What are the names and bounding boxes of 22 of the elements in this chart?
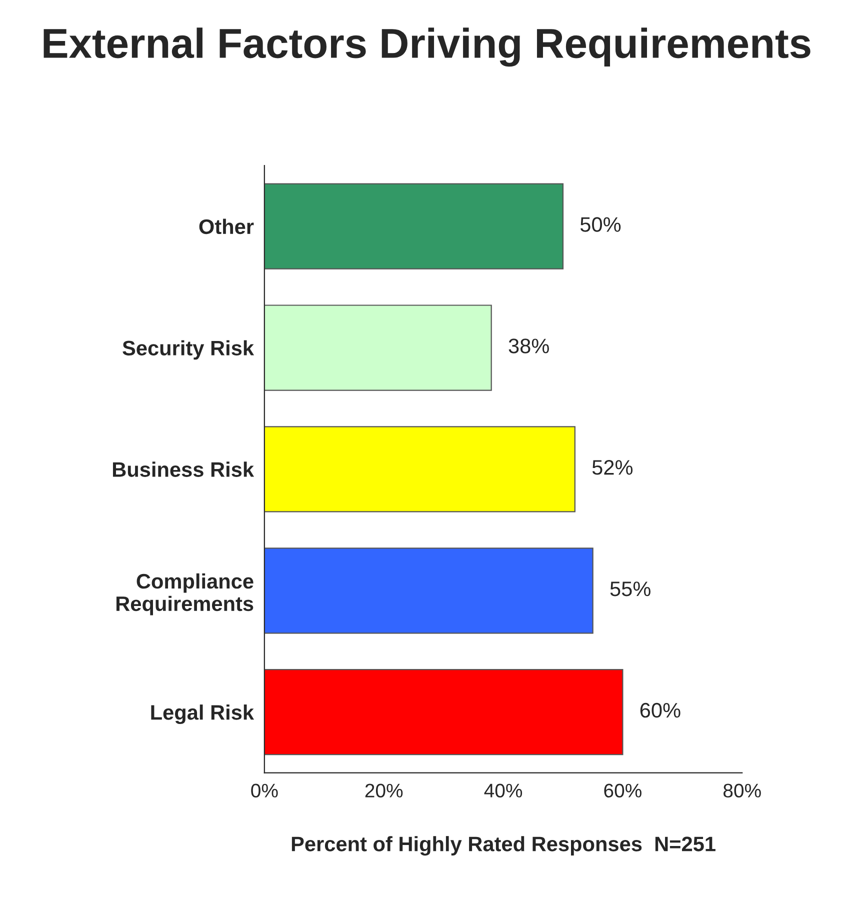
y-tick-label: Other — [199, 218, 254, 234]
bar — [264, 183, 564, 270]
bar — [264, 304, 492, 391]
x-tick-label: 60% — [604, 784, 642, 798]
data-label: 52% — [592, 460, 633, 475]
data-label: 55% — [610, 582, 650, 596]
x-tick-label: 0% — [251, 784, 278, 798]
bar — [264, 669, 624, 756]
chart-title: External Factors Driving Requirements — [44, 28, 810, 67]
data-label: 60% — [640, 702, 680, 718]
x-tick-label: 40% — [484, 784, 522, 798]
x-tick-label: 20% — [365, 784, 403, 798]
bar — [264, 426, 576, 512]
y-tick-label: Security Risk — [122, 340, 254, 360]
data-label: 50% — [580, 217, 621, 232]
y-tick-label: Compliance Requirements — [116, 573, 254, 616]
y-tick-label: Legal Risk — [151, 704, 254, 724]
y-tick-label: Business Risk — [112, 462, 254, 477]
data-label: 38% — [508, 338, 549, 354]
x-axis-title: Percent of Highly Rated Responses N=251 — [292, 836, 716, 856]
bar — [264, 548, 594, 634]
x-tick-label: 80% — [723, 784, 761, 798]
